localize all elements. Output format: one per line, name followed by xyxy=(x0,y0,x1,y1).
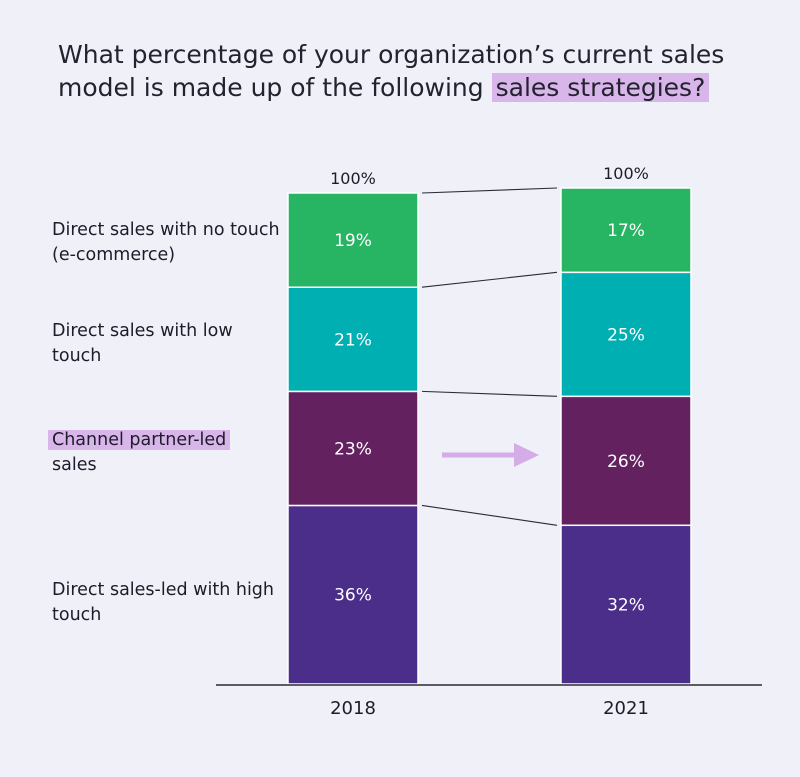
bar-segment xyxy=(560,395,692,527)
value-label: 17% xyxy=(607,221,645,241)
value-label: 23% xyxy=(334,439,372,459)
value-label: 25% xyxy=(607,325,645,345)
value-label: 36% xyxy=(334,586,372,606)
x-tick-label: 2018 xyxy=(330,698,376,719)
bar-segment xyxy=(560,524,692,685)
bar-segment xyxy=(287,390,419,507)
chart-title: What percentage of your organization’s c… xyxy=(58,38,778,104)
value-label: 26% xyxy=(607,452,645,472)
value-label: 32% xyxy=(607,596,645,616)
bar-segment xyxy=(560,187,692,274)
total-label: 100% xyxy=(603,164,649,183)
value-label: 21% xyxy=(334,330,372,350)
label-channel-highlight: Channel partner-led xyxy=(48,430,231,450)
bar-segment xyxy=(287,286,419,393)
connector-line xyxy=(421,504,558,526)
bar-segment xyxy=(287,504,419,685)
x-tick-label: 2021 xyxy=(603,698,649,719)
label-low-touch: Direct sales with low touch xyxy=(52,321,233,366)
connector-line xyxy=(421,271,558,288)
total-label: 100% xyxy=(330,169,376,188)
title-text: What percentage of your organization’s c… xyxy=(58,40,725,102)
label-no-touch: Direct sales with no touch (e-commerce) xyxy=(52,220,280,265)
bar-segment xyxy=(287,192,419,288)
label-channel-rest: sales xyxy=(52,455,97,475)
bar-segment xyxy=(560,271,692,398)
arrow-head xyxy=(514,443,539,467)
connector-line xyxy=(421,187,558,194)
label-high-touch: Direct sales-led with high touch xyxy=(52,580,275,625)
label-channel-partner: Channel partner-led sales xyxy=(48,428,282,478)
connector-line xyxy=(421,390,558,397)
title-highlight: sales strategies? xyxy=(491,73,710,102)
value-label: 19% xyxy=(334,231,372,251)
